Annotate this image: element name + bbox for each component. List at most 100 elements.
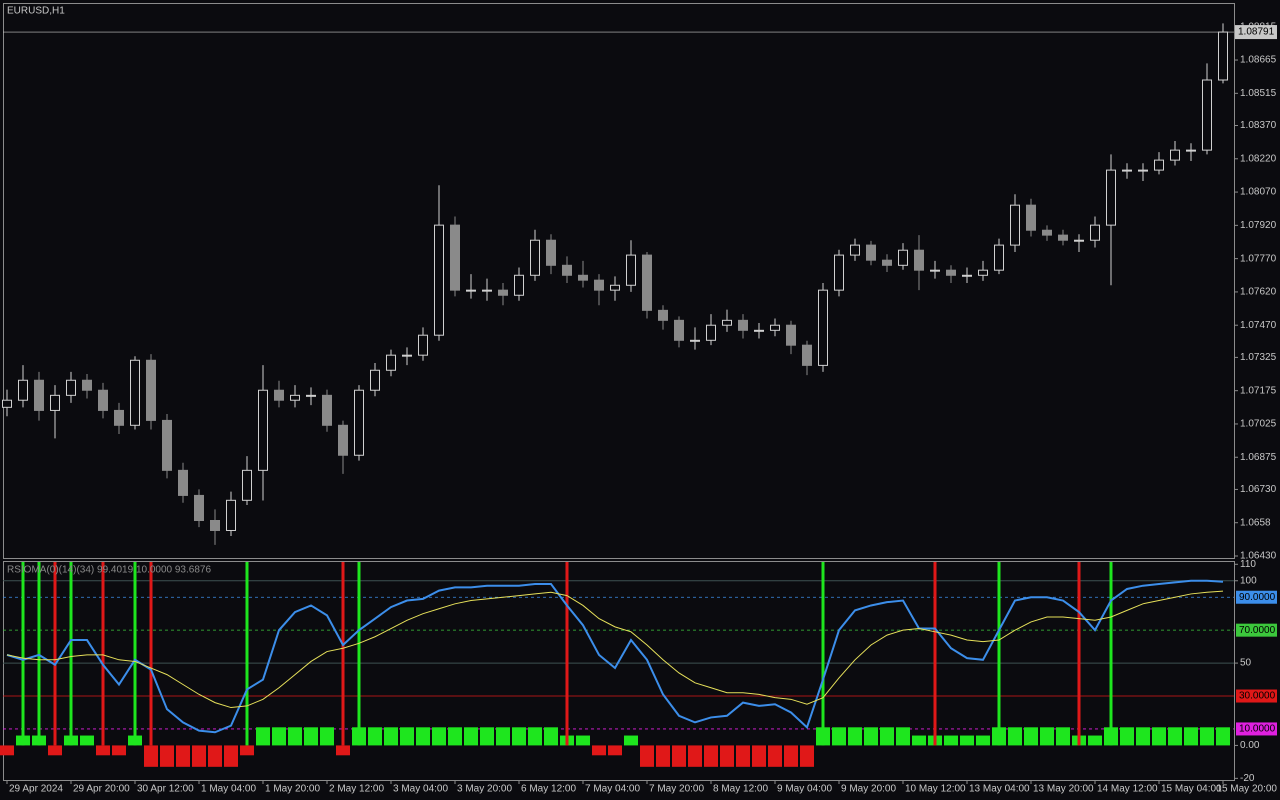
x-tick-label: 9 May 04:00 — [777, 784, 832, 795]
histogram-bar — [832, 727, 846, 746]
candle-body — [1122, 169, 1132, 172]
candle-body — [1218, 31, 1228, 81]
y-tick-label: 1.07025 — [1240, 419, 1277, 430]
y-tick-label: 1.08070 — [1240, 187, 1277, 198]
histogram-bar — [672, 745, 686, 767]
histogram-bar — [688, 745, 702, 767]
y-tick-label: 1.0658 — [1240, 517, 1271, 528]
x-tick-label: 7 May 04:00 — [585, 784, 640, 795]
x-tick-label: 7 May 20:00 — [649, 784, 704, 795]
x-tick-label: 1 May 20:00 — [265, 784, 320, 795]
candle-body — [770, 324, 780, 331]
histogram-bar — [272, 727, 286, 746]
y-tick-label: -20 — [1240, 773, 1255, 784]
candle-body — [1026, 204, 1036, 231]
histogram-bar — [224, 745, 238, 767]
candle-body — [354, 389, 364, 456]
histogram-bar — [848, 727, 862, 746]
x-tick-label: 15 May 20:00 — [1216, 784, 1277, 795]
x-tick-label: 9 May 20:00 — [841, 784, 896, 795]
candle-body — [834, 254, 844, 291]
candle-body — [130, 359, 140, 426]
candle-body — [370, 369, 380, 391]
candle-body — [994, 244, 1004, 271]
histogram-bar — [368, 727, 382, 746]
histogram-bar — [48, 745, 62, 756]
candle-body — [482, 289, 492, 292]
candle-body — [1138, 169, 1148, 172]
x-tick-label: 14 May 12:00 — [1097, 784, 1158, 795]
histogram-bar — [768, 745, 782, 767]
candle-body — [642, 254, 652, 311]
x-tick-label: 3 May 04:00 — [393, 784, 448, 795]
candle-body — [850, 244, 860, 256]
histogram-bar — [512, 727, 526, 746]
candle-body — [402, 354, 412, 357]
x-tick-label: 13 May 04:00 — [969, 784, 1030, 795]
histogram-bar — [944, 735, 958, 746]
histogram-bar — [528, 727, 542, 746]
histogram-bar — [864, 727, 878, 746]
histogram-bar — [480, 727, 494, 746]
candle-body — [786, 324, 796, 346]
candle-body — [194, 494, 204, 521]
histogram-bar — [144, 745, 158, 767]
candle-body — [914, 249, 924, 271]
candle-body — [1106, 169, 1116, 226]
histogram-bar — [1088, 735, 1102, 746]
candle-body — [626, 254, 636, 286]
y-tick-label: 1.08665 — [1240, 55, 1277, 66]
candle-body — [146, 359, 156, 421]
histogram-bar — [96, 745, 110, 756]
candle-body — [690, 339, 700, 342]
candle-body — [34, 379, 44, 411]
candle-body — [274, 389, 284, 401]
candle-body — [306, 394, 316, 397]
candle-body — [450, 224, 460, 291]
candle-body — [978, 269, 988, 276]
histogram-bar — [320, 727, 334, 746]
histogram-bar — [544, 727, 558, 746]
level-label-box — [1236, 689, 1277, 703]
candle-body — [562, 264, 572, 276]
candle-body — [418, 334, 428, 356]
candle-body — [514, 274, 524, 296]
candle-body — [658, 309, 668, 321]
histogram-bar — [384, 727, 398, 746]
x-tick-label: 2 May 12:00 — [329, 784, 384, 795]
candle-body — [754, 329, 764, 332]
histogram-bar — [448, 727, 462, 746]
x-tick-label: 15 May 04:00 — [1161, 784, 1222, 795]
level-label-box — [1236, 623, 1277, 637]
candle-body — [1202, 79, 1212, 151]
indicator-line — [6, 590, 1224, 709]
histogram-bar — [176, 745, 190, 767]
candle-body — [98, 389, 108, 411]
candle-body — [1186, 149, 1196, 152]
candle-body — [386, 354, 396, 371]
candle-body — [258, 389, 268, 471]
histogram-bar — [336, 745, 350, 756]
histogram-bar — [800, 745, 814, 767]
level-label: 70.0000 — [1239, 625, 1276, 636]
candle-body — [962, 274, 972, 277]
histogram-bar — [1136, 727, 1150, 746]
candle-body — [1090, 224, 1100, 241]
candle-body — [722, 319, 732, 326]
candle-body — [466, 289, 476, 292]
y-tick-label: 1.07325 — [1240, 352, 1277, 363]
level-label-box — [1236, 722, 1277, 736]
candle-body — [290, 394, 300, 401]
histogram-bar — [464, 727, 478, 746]
histogram-bar — [912, 735, 926, 746]
candle-body — [530, 239, 540, 276]
y-tick-label: 1.07470 — [1240, 320, 1277, 331]
level-label: 30.0000 — [1239, 691, 1276, 702]
candle-body — [162, 419, 172, 471]
histogram-bar — [960, 735, 974, 746]
histogram-bar — [80, 735, 94, 746]
candle-body — [322, 394, 332, 426]
histogram-bar — [256, 727, 270, 746]
candle-body — [674, 319, 684, 341]
